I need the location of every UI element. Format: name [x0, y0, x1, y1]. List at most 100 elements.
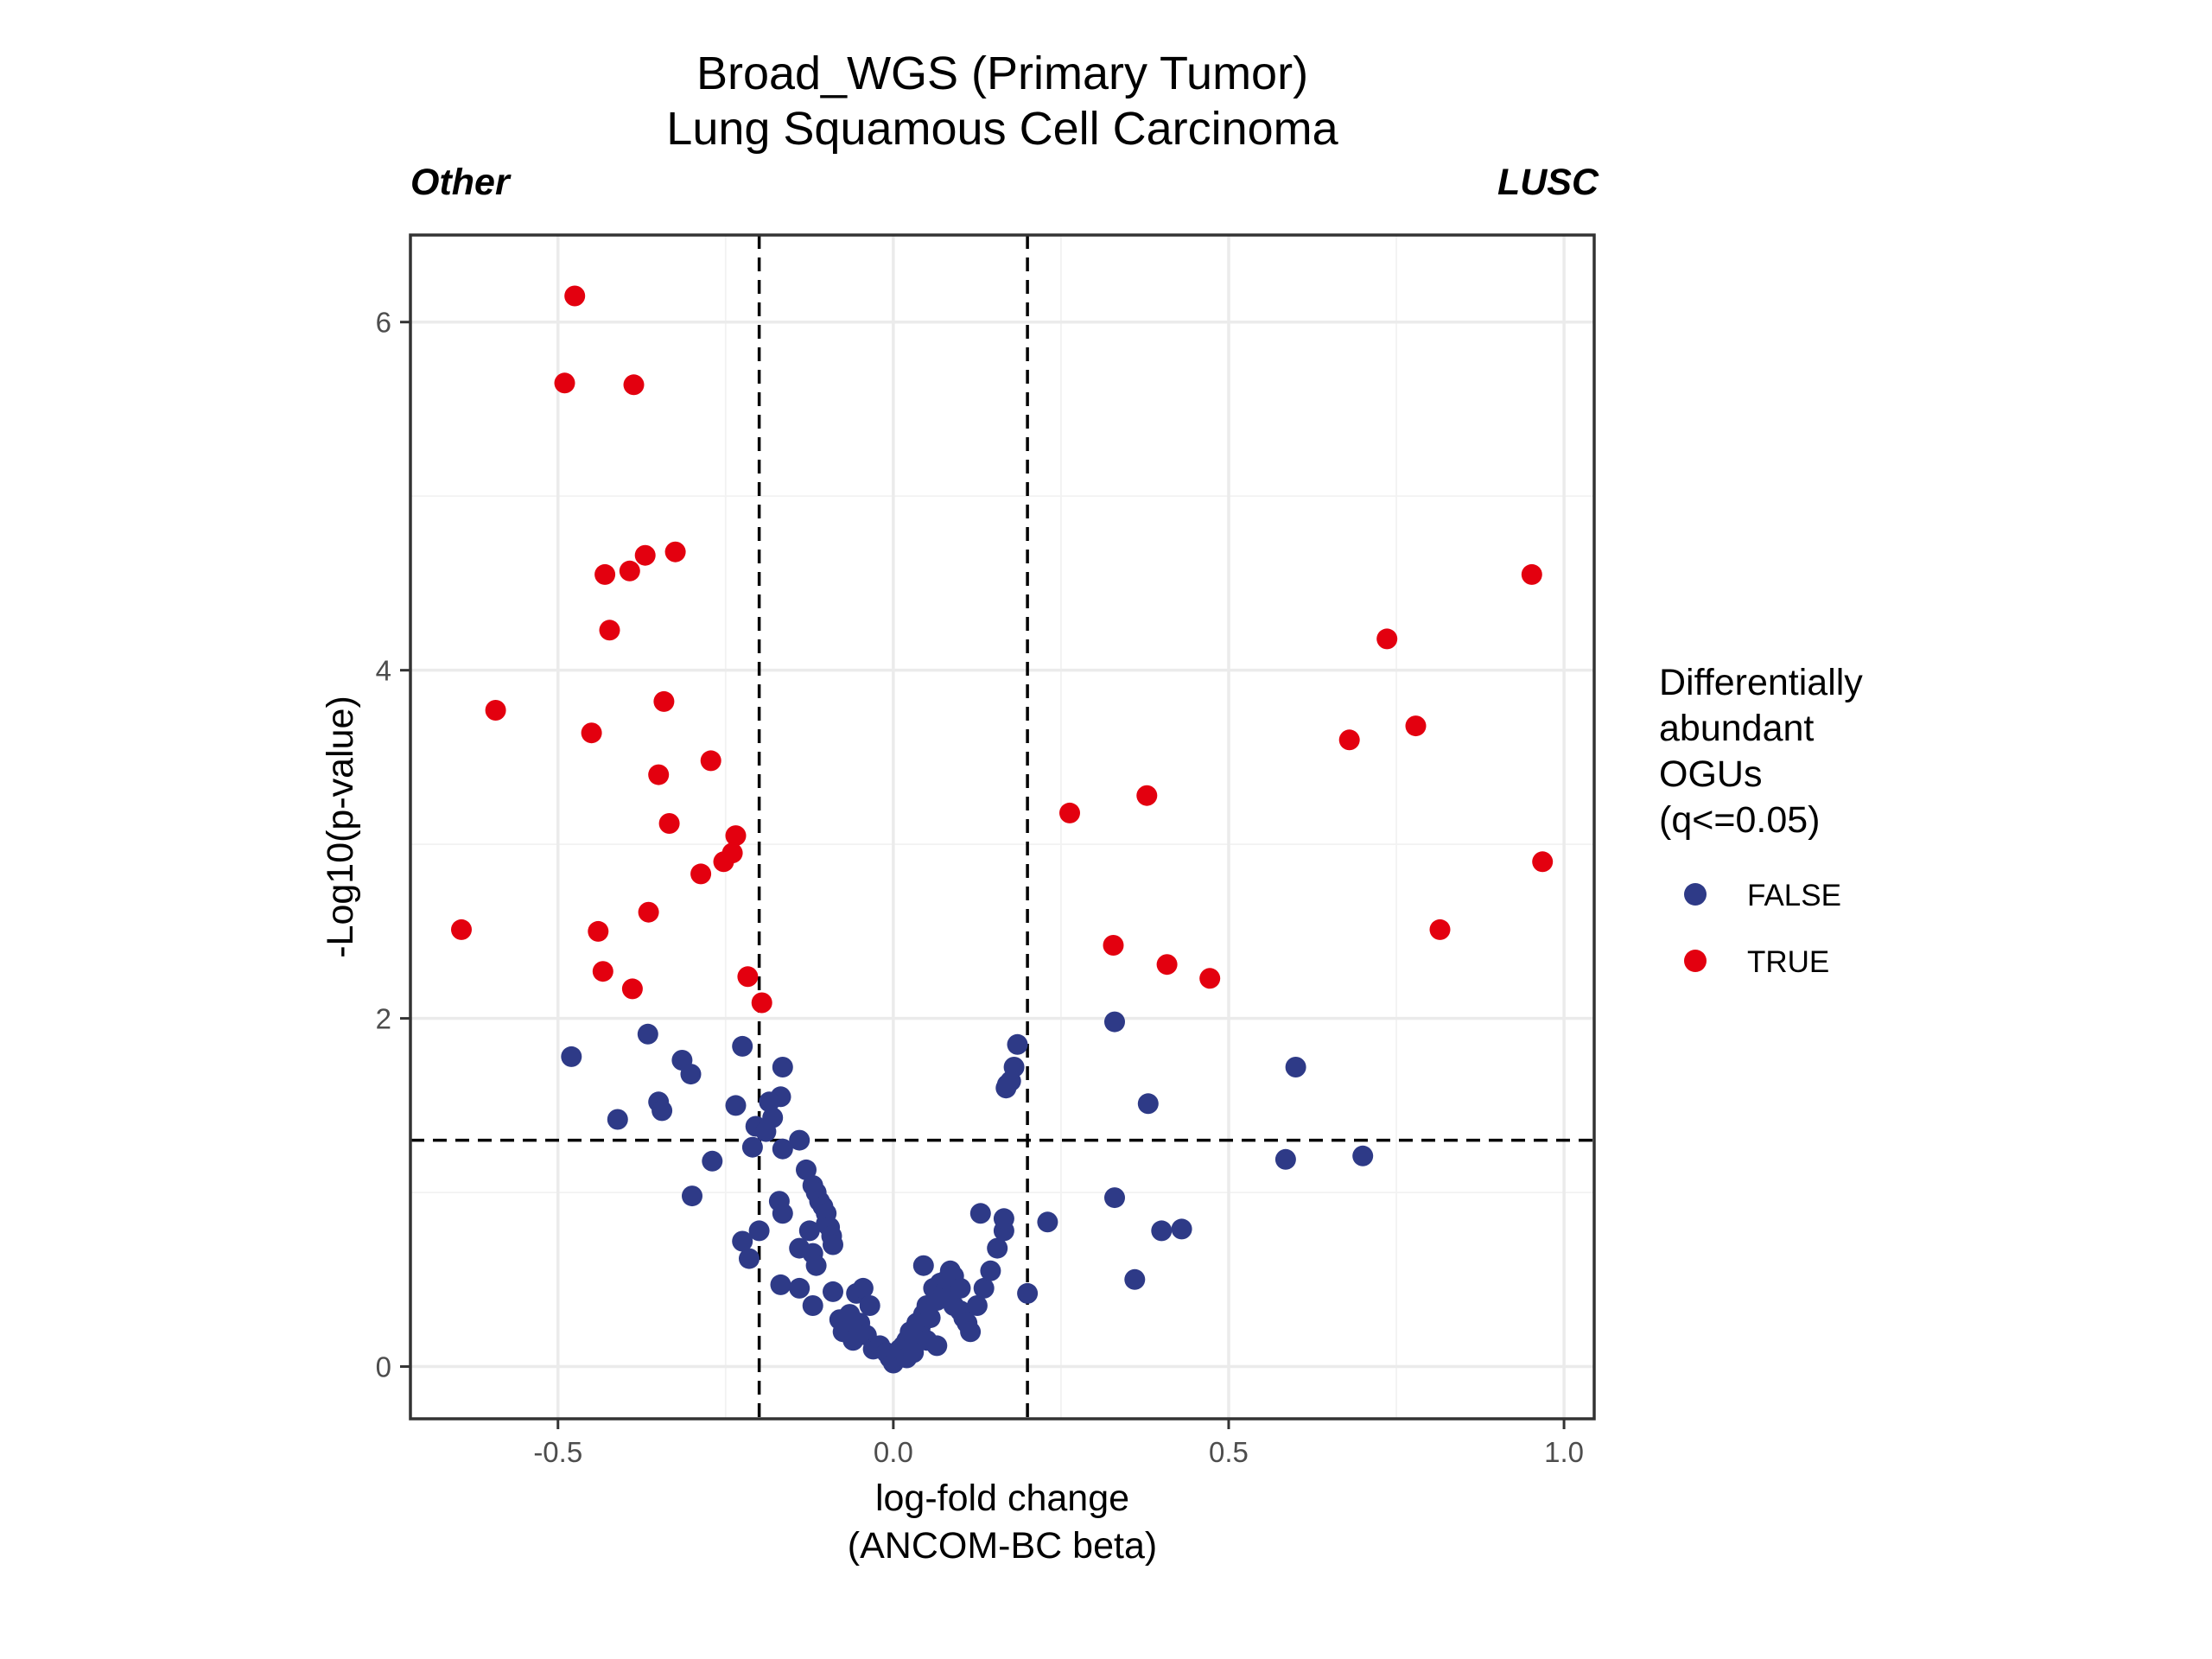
y-tick-label: 2: [376, 1003, 391, 1035]
data-point-false: [789, 1277, 810, 1299]
data-point-true: [1103, 935, 1124, 956]
plot-panel-border: [409, 233, 1596, 1421]
data-point-false: [796, 1159, 817, 1180]
data-point-true: [594, 563, 616, 585]
data-point-true: [1429, 918, 1451, 940]
data-point-false: [1151, 1220, 1173, 1242]
data-point-true: [737, 966, 759, 988]
data-point-false: [772, 1057, 793, 1077]
data-point-false: [732, 1035, 753, 1057]
data-point-true: [1199, 968, 1221, 989]
x-axis-title-line-1: log-fold change: [875, 1478, 1129, 1519]
data-point-false: [823, 1234, 843, 1255]
data-point-true: [700, 750, 721, 772]
data-point-false: [802, 1295, 823, 1316]
data-point-false: [903, 1342, 925, 1363]
legend-key-true: [1684, 950, 1707, 972]
data-point-false: [680, 1064, 702, 1085]
data-point-false: [950, 1277, 971, 1299]
data-point-true: [634, 544, 656, 566]
data-point-false: [919, 1307, 941, 1329]
y-tick-label: 6: [376, 307, 391, 339]
data-point-false: [1352, 1145, 1374, 1166]
data-point-false: [960, 1321, 982, 1343]
data-point-false: [755, 1121, 777, 1142]
data-point-true: [1338, 729, 1360, 751]
legend-label-false: FALSE: [1747, 879, 1841, 912]
data-point-true: [713, 851, 734, 873]
x-axis-title: log-fold change (ANCOM-BC beta): [848, 1478, 1157, 1567]
data-point-false: [1104, 1187, 1125, 1209]
data-point-false: [1017, 1282, 1039, 1304]
data-point-false: [912, 1255, 934, 1276]
data-point-false: [995, 1077, 1017, 1099]
title-line-1: Broad_WGS (Primary Tumor): [696, 48, 1308, 99]
data-point-false: [739, 1248, 760, 1269]
threshold-lines: [410, 235, 1594, 1419]
data-point-false: [637, 1023, 658, 1045]
data-point-true: [1156, 954, 1178, 976]
legend: Differentially abundant OGUs (q<=0.05) F…: [1659, 662, 1863, 979]
data-point-false: [772, 1138, 793, 1160]
data-points: [451, 285, 1554, 1374]
data-point-false: [993, 1208, 1014, 1230]
data-point-true: [1521, 563, 1542, 585]
data-point-false: [1007, 1033, 1028, 1055]
data-point-true: [725, 825, 747, 847]
legend-title-line-2: abundant: [1659, 708, 1814, 749]
data-point-false: [852, 1277, 874, 1299]
chart-title: Broad_WGS (Primary Tumor) Lung Squamous …: [666, 48, 1338, 155]
data-point-true: [1405, 715, 1427, 737]
data-point-false: [987, 1237, 1008, 1259]
data-point-false: [652, 1100, 673, 1122]
data-point-false: [969, 1203, 991, 1224]
data-point-true: [1532, 851, 1554, 873]
data-point-false: [1104, 1011, 1125, 1033]
right-annotation-lusc: LUSC: [1497, 162, 1599, 203]
data-point-true: [451, 918, 472, 940]
data-point-false: [702, 1150, 723, 1172]
x-tick-label: 0.0: [874, 1436, 913, 1468]
data-point-false: [748, 1220, 770, 1242]
data-point-false: [1171, 1218, 1192, 1240]
data-point-true: [1376, 628, 1398, 650]
x-axis-ticks: -0.5 0.0 0.5 1.0: [533, 1419, 1584, 1468]
legend-key-false: [1684, 883, 1707, 906]
data-point-true: [554, 372, 575, 394]
data-point-false: [1037, 1211, 1058, 1233]
data-point-false: [980, 1260, 1001, 1281]
data-point-false: [1137, 1093, 1159, 1115]
data-point-false: [973, 1277, 995, 1299]
data-point-true: [648, 764, 670, 785]
data-point-false: [823, 1281, 843, 1302]
title-line-2: Lung Squamous Cell Carcinoma: [666, 103, 1338, 155]
data-point-false: [770, 1274, 791, 1295]
x-tick-label: -0.5: [533, 1436, 582, 1468]
data-point-false: [798, 1220, 820, 1242]
data-point-true: [1136, 785, 1158, 806]
data-point-true: [564, 285, 586, 307]
y-tick-label: 4: [376, 655, 391, 687]
data-point-true: [653, 690, 675, 712]
legend-title-line-4: (q<=0.05): [1659, 799, 1820, 841]
y-tick-label: 0: [376, 1351, 391, 1383]
data-point-false: [859, 1295, 880, 1316]
legend-title-line-3: OGUs: [1659, 753, 1762, 795]
data-point-true: [599, 620, 620, 641]
data-point-true: [619, 560, 640, 582]
data-point-false: [1285, 1057, 1306, 1077]
data-point-false: [805, 1255, 827, 1276]
data-point-false: [561, 1046, 582, 1067]
data-point-false: [926, 1335, 948, 1357]
data-point-false: [966, 1295, 988, 1316]
data-point-true: [664, 541, 686, 563]
data-point-true: [690, 863, 712, 885]
legend-label-true: TRUE: [1747, 945, 1829, 979]
data-point-true: [581, 722, 602, 744]
data-point-false: [1274, 1148, 1296, 1170]
data-point-true: [623, 374, 645, 396]
y-axis-ticks: 0 2 4 6: [376, 307, 410, 1383]
data-point-true: [638, 901, 659, 923]
left-annotation-other: Other: [410, 162, 512, 203]
